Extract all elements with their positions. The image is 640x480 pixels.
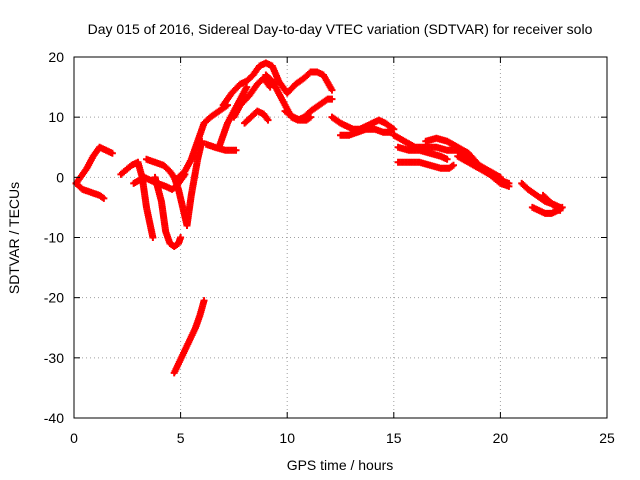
data-point [307, 113, 315, 121]
chart-title: Day 015 of 2016, Sidereal Day-to-day VTE… [88, 21, 593, 37]
series-track-y [170, 297, 208, 377]
y-tick-label: -40 [44, 410, 64, 426]
series-track-l [241, 107, 272, 127]
x-tick-label: 15 [386, 430, 402, 446]
y-tick-label: 0 [56, 169, 64, 185]
series-track-u [454, 152, 513, 190]
data-point [177, 234, 185, 241]
x-tick-label: 5 [177, 430, 185, 446]
data-point [328, 86, 336, 94]
series-track-w [539, 191, 564, 214]
data-point [149, 234, 157, 241]
data-points [72, 59, 566, 377]
axis-ticks: 0 5 10 15 20 25 -40 -30 -20 -10 0 10 20 [44, 49, 615, 446]
y-tick-label: 20 [48, 49, 64, 65]
series-track-j [230, 74, 274, 121]
series-track-n [281, 107, 315, 124]
data-point [200, 297, 208, 305]
x-axis-label: GPS time / hours [287, 457, 394, 473]
data-point [443, 155, 451, 163]
data-point [505, 182, 513, 190]
series-track-o [328, 113, 398, 133]
data-point [449, 161, 457, 169]
y-tick-label: 10 [48, 109, 64, 125]
series-track-c [117, 158, 157, 241]
data-point [232, 146, 240, 154]
data-point [243, 83, 251, 91]
series-track-e [142, 137, 206, 229]
data-point [100, 194, 108, 202]
series-track-r [394, 143, 451, 163]
y-tick-label: -10 [44, 230, 64, 246]
x-tick-label: 20 [493, 430, 509, 446]
series-track-k [219, 59, 336, 109]
x-tick-label: 10 [279, 430, 295, 446]
data-point [328, 95, 336, 103]
data-point [558, 203, 566, 211]
data-point [264, 116, 272, 124]
series-track-f [151, 173, 185, 251]
y-tick-label: -20 [44, 290, 64, 306]
y-axis-label: SDTVAR / TECUs [6, 182, 22, 294]
series-track-x [528, 203, 566, 217]
grid [74, 57, 607, 418]
y-tick-label: -30 [44, 350, 64, 366]
x-tick-label: 25 [599, 430, 615, 446]
series-track-p [337, 125, 396, 139]
series-track-s [394, 158, 457, 172]
x-tick-label: 0 [70, 430, 78, 446]
data-point [108, 149, 116, 157]
